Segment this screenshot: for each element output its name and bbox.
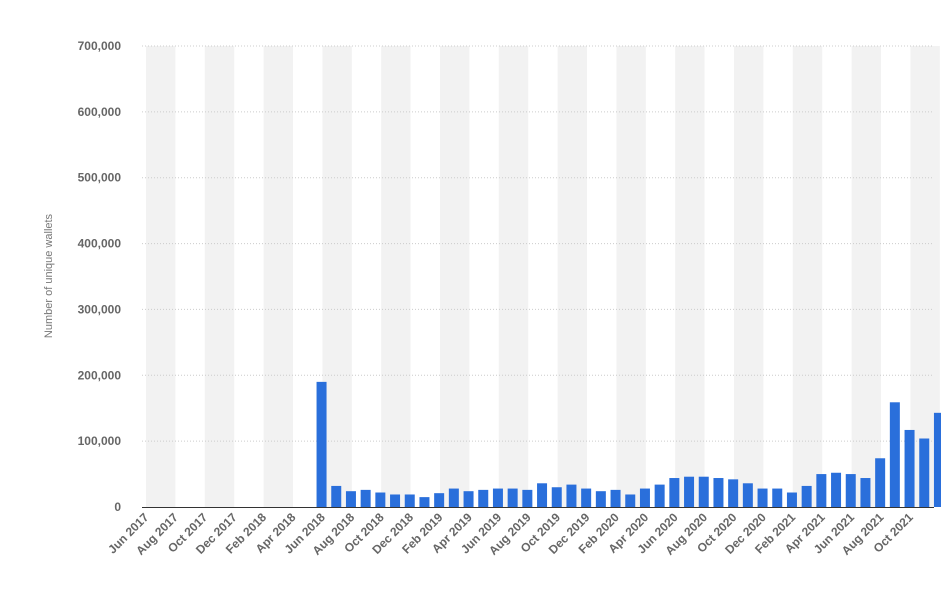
y-tick-label: 600,000 [78, 105, 122, 119]
background-band [734, 46, 764, 507]
bar [448, 488, 459, 507]
background-band [675, 46, 705, 507]
bar [875, 458, 886, 507]
bar [345, 491, 356, 507]
y-tick-label: 700,000 [78, 39, 122, 53]
background-band [146, 46, 176, 507]
bar [669, 478, 680, 507]
y-tick-labels: 0 100,000 200,000 300,000 400,000 500,000 600,… [78, 39, 122, 514]
bar [801, 485, 812, 507]
bar [581, 488, 592, 507]
bar [360, 489, 371, 507]
bar [537, 483, 548, 507]
bars [316, 381, 941, 507]
bar [316, 381, 327, 507]
y-tick-label: 400,000 [78, 237, 122, 251]
bar [595, 491, 606, 507]
bar [419, 497, 430, 507]
y-axis-label: Number of unique wallets [43, 213, 55, 338]
bar [698, 476, 709, 507]
bar [654, 484, 665, 507]
bar [889, 402, 900, 507]
bar [933, 412, 941, 507]
bar [742, 483, 753, 507]
y-tick-label: 200,000 [78, 368, 122, 382]
bar [816, 474, 827, 507]
background-band [792, 46, 823, 507]
bar [904, 429, 915, 507]
y-tick-label: 100,000 [78, 434, 122, 448]
background-band [557, 46, 587, 507]
bar [728, 479, 739, 507]
bar [492, 488, 503, 507]
bar [786, 492, 797, 507]
background-band [851, 46, 881, 507]
background-band [322, 46, 352, 507]
bar [478, 489, 489, 507]
y-tick-label: 300,000 [78, 302, 122, 316]
background-band [498, 46, 529, 507]
bar [772, 488, 783, 507]
bar [434, 493, 445, 507]
bar [522, 489, 533, 507]
y-tick-label: 500,000 [78, 171, 122, 185]
gridlines [142, 45, 934, 508]
bar [375, 492, 386, 507]
bar [390, 494, 401, 507]
bar [713, 478, 724, 507]
bar [860, 478, 871, 507]
bar [404, 494, 415, 507]
y-tick-label: 0 [114, 500, 121, 514]
bar [757, 488, 768, 507]
background-band [440, 46, 470, 507]
bar [551, 487, 562, 507]
bar [625, 494, 636, 507]
bar [831, 472, 842, 507]
background-band [204, 46, 235, 507]
bar [684, 476, 695, 507]
bar [639, 488, 650, 507]
bar [507, 488, 518, 507]
bar [610, 489, 621, 507]
bar [566, 484, 577, 507]
background-band [381, 46, 411, 507]
bar [919, 438, 930, 507]
bar [845, 474, 856, 507]
bar [331, 485, 342, 507]
background-bands [146, 46, 940, 507]
background-band [616, 46, 646, 507]
background-band [263, 46, 293, 507]
bar [463, 491, 474, 507]
